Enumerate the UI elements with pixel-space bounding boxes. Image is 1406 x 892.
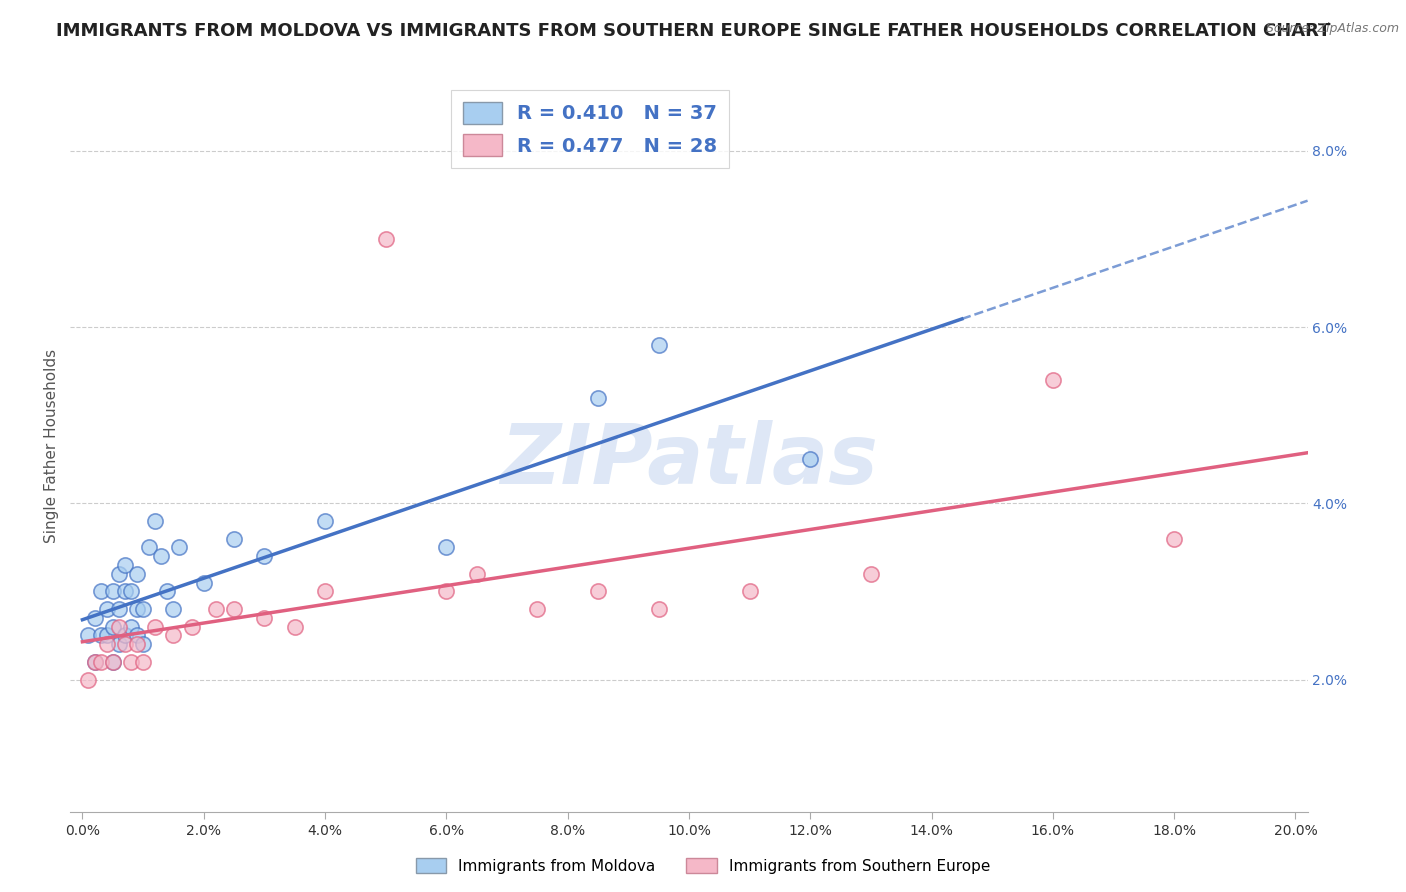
Point	[180, 620, 202, 634]
Point	[114, 558, 136, 572]
Point	[83, 611, 105, 625]
Point	[647, 602, 669, 616]
Point	[738, 584, 761, 599]
Point	[125, 628, 148, 642]
Point	[222, 602, 245, 616]
Point	[114, 637, 136, 651]
Text: Source: ZipAtlas.com: Source: ZipAtlas.com	[1265, 22, 1399, 36]
Point	[101, 655, 124, 669]
Point	[101, 655, 124, 669]
Point	[138, 541, 160, 555]
Text: IMMIGRANTS FROM MOLDOVA VS IMMIGRANTS FROM SOUTHERN EUROPE SINGLE FATHER HOUSEHO: IMMIGRANTS FROM MOLDOVA VS IMMIGRANTS FR…	[56, 22, 1330, 40]
Point	[108, 620, 131, 634]
Point	[1042, 373, 1064, 387]
Point	[859, 566, 882, 581]
Point	[205, 602, 228, 616]
Legend: R = 0.410   N = 37, R = 0.477   N = 28: R = 0.410 N = 37, R = 0.477 N = 28	[451, 90, 728, 168]
Point	[83, 655, 105, 669]
Point	[1163, 532, 1185, 546]
Point	[120, 655, 142, 669]
Point	[169, 541, 191, 555]
Point	[253, 549, 276, 563]
Point	[125, 602, 148, 616]
Y-axis label: Single Father Households: Single Father Households	[44, 349, 59, 543]
Point	[465, 566, 488, 581]
Point	[526, 602, 548, 616]
Point	[90, 584, 112, 599]
Point	[83, 655, 105, 669]
Point	[77, 673, 100, 687]
Point	[108, 566, 131, 581]
Point	[156, 584, 179, 599]
Point	[162, 628, 184, 642]
Point	[143, 514, 166, 528]
Point	[108, 637, 131, 651]
Point	[96, 602, 118, 616]
Point	[114, 628, 136, 642]
Point	[314, 584, 336, 599]
Point	[96, 628, 118, 642]
Point	[150, 549, 173, 563]
Point	[162, 602, 184, 616]
Point	[96, 637, 118, 651]
Legend: Immigrants from Moldova, Immigrants from Southern Europe: Immigrants from Moldova, Immigrants from…	[409, 852, 997, 880]
Point	[108, 602, 131, 616]
Point	[799, 452, 821, 467]
Point	[77, 628, 100, 642]
Point	[647, 337, 669, 351]
Point	[90, 655, 112, 669]
Point	[101, 620, 124, 634]
Point	[114, 584, 136, 599]
Text: ZIPatlas: ZIPatlas	[501, 420, 877, 501]
Point	[132, 655, 155, 669]
Point	[101, 584, 124, 599]
Point	[90, 628, 112, 642]
Point	[143, 620, 166, 634]
Point	[434, 584, 457, 599]
Point	[284, 620, 307, 634]
Point	[125, 637, 148, 651]
Point	[586, 391, 609, 405]
Point	[120, 584, 142, 599]
Point	[586, 584, 609, 599]
Point	[222, 532, 245, 546]
Point	[132, 637, 155, 651]
Point	[125, 566, 148, 581]
Point	[314, 514, 336, 528]
Point	[120, 620, 142, 634]
Point	[132, 602, 155, 616]
Point	[374, 232, 396, 246]
Point	[193, 575, 215, 590]
Point	[253, 611, 276, 625]
Point	[434, 541, 457, 555]
